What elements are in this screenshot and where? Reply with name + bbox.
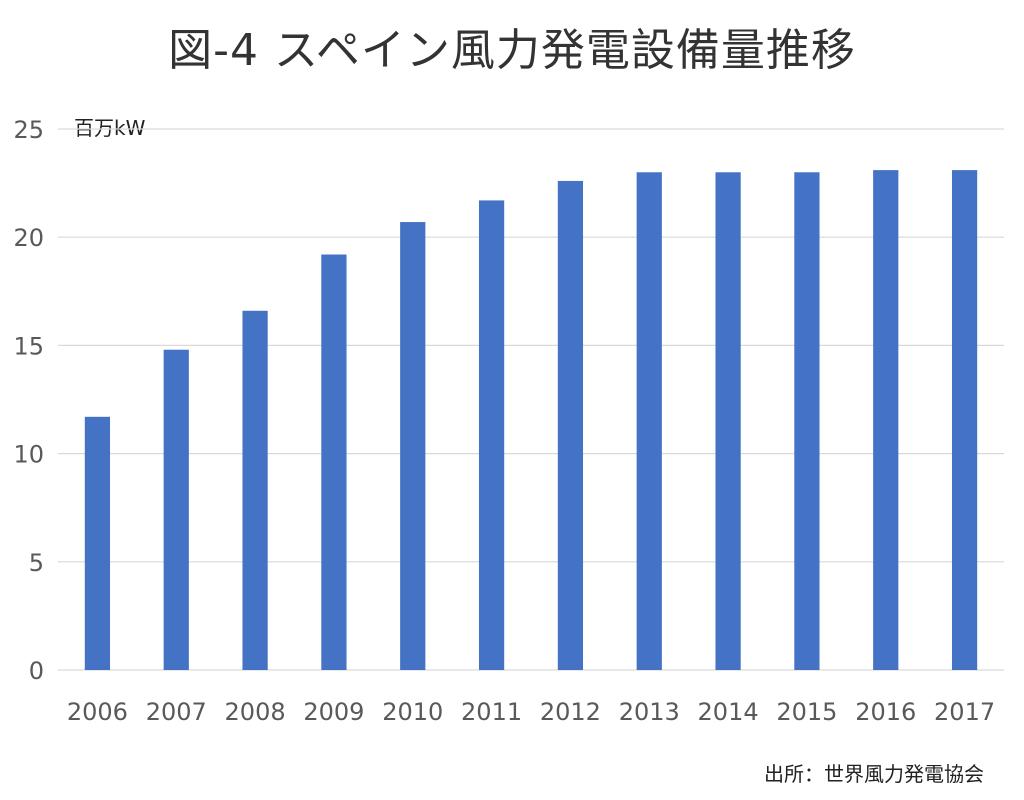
source-note: 出所：世界風力発電協会 (764, 762, 984, 786)
bar-2017 (951, 170, 978, 670)
y-axis-unit-label: 百万kW (74, 116, 146, 140)
y-tick-label: 0 (29, 657, 44, 685)
y-tick-label: 10 (13, 441, 44, 469)
bar-2013 (636, 172, 662, 670)
grid-lines (58, 128, 1004, 671)
y-axis-ticks: 0 5 10 15 20 25 (13, 116, 44, 685)
bar-2006 (84, 416, 111, 670)
bar-2014 (715, 172, 741, 670)
x-tick-label: 2010 (382, 698, 443, 726)
bar-2008 (242, 310, 268, 670)
bar-2010 (400, 222, 426, 670)
x-axis-ticks: 2006 2007 2008 2009 2010 2011 2012 2013 2014 2015… (67, 698, 995, 726)
x-tick-label: 2009 (303, 698, 364, 726)
x-tick-label: 2006 (67, 698, 128, 726)
bar-2011 (478, 200, 505, 671)
chart-title: 図-4 スペイン風力発電設備量推移 (168, 25, 856, 76)
x-tick-label: 2017 (934, 698, 995, 726)
x-tick-label: 2016 (855, 698, 916, 726)
x-tick-label: 2015 (776, 698, 837, 726)
bar-2016 (873, 170, 899, 670)
x-tick-label: 2011 (461, 698, 522, 726)
bars (84, 170, 978, 671)
bar-2012 (557, 180, 584, 670)
x-tick-label: 2012 (540, 698, 601, 726)
y-tick-label: 5 (29, 549, 44, 577)
bar-2007 (163, 349, 189, 670)
bar-2015 (794, 172, 820, 670)
y-tick-label: 20 (13, 224, 44, 252)
x-tick-label: 2013 (619, 698, 680, 726)
x-tick-label: 2014 (698, 698, 759, 726)
bar-2009 (321, 254, 347, 670)
x-tick-label: 2008 (225, 698, 286, 726)
y-tick-label: 15 (13, 332, 44, 360)
x-tick-label: 2007 (146, 698, 207, 726)
y-tick-label: 25 (13, 116, 44, 144)
